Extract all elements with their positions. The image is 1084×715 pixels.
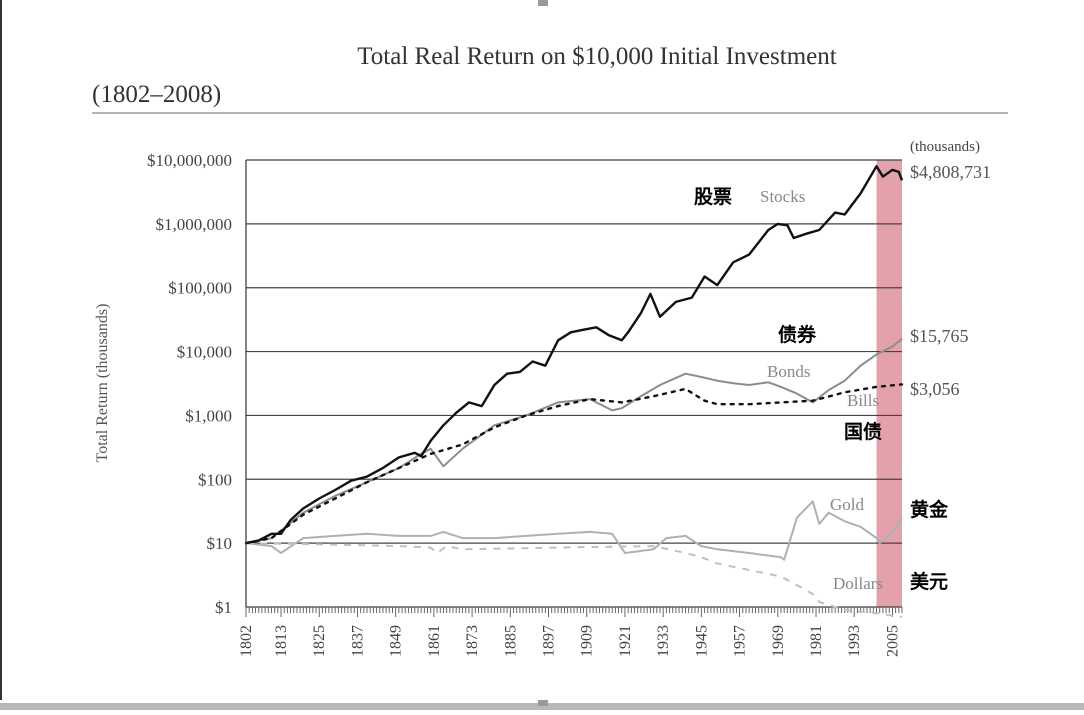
- x-tick-label: 1873: [464, 625, 481, 657]
- series-labels: 股票 Stocks 债券 Bonds Bills 国债 Gold 黄金 Doll…: [694, 186, 949, 593]
- y-tick-label: $10,000,000: [147, 151, 232, 170]
- y-tick-label: $1: [215, 598, 232, 617]
- bills-label-cn: 国债: [844, 420, 882, 443]
- bills-label: Bills: [847, 391, 879, 410]
- end-value-labels: $4,808,731 $15,765 $3,056: [910, 162, 991, 399]
- y-tick-label: $100: [198, 470, 232, 489]
- y-tick-labels: $1 $10 $100 $1,000 $10,000 $100,000 $1,000,000…: [147, 151, 232, 617]
- stocks-label-cn: 股票: [694, 186, 732, 208]
- dollars-label: Dollars: [833, 574, 883, 593]
- bottom-border: [0, 703, 1084, 710]
- bills-end-value: $3,056: [910, 379, 960, 399]
- x-tick-label: 1802: [238, 625, 255, 657]
- y-tick-label: $10: [207, 534, 233, 553]
- stocks-label: Stocks: [760, 187, 805, 206]
- x-tick-label: 1993: [846, 625, 863, 657]
- stocks-line: [245, 164, 904, 545]
- gridlines: [246, 159, 902, 608]
- chart-title: Total Real Return on $10,000 Initial Inv…: [357, 43, 836, 70]
- dollars-line: [245, 542, 903, 618]
- y-axis-label: Total Return (thousands): [94, 304, 111, 463]
- top-resize-handle[interactable]: [538, 0, 548, 6]
- x-tick-label: 1897: [541, 625, 558, 657]
- y-tick-label: $10,000: [177, 343, 232, 362]
- left-border: [0, 0, 2, 700]
- x-tick-label: 1885: [502, 625, 519, 657]
- x-tick-label: 1933: [655, 625, 672, 657]
- y-tick-label: $1,000,000: [156, 215, 233, 234]
- recent-period-highlight: [876, 160, 902, 607]
- y-tick-label: $100,000: [168, 279, 232, 298]
- x-tick-label: 1825: [311, 625, 328, 657]
- x-tick-label: 1981: [808, 625, 825, 657]
- y-unit-note: (thousands): [910, 139, 980, 155]
- x-tick-label: 1861: [426, 625, 443, 657]
- x-tick-label: 1849: [388, 625, 405, 657]
- x-tick-label: 1837: [349, 625, 366, 657]
- series-lines: [244, 164, 904, 618]
- x-tick-label: 1945: [693, 625, 710, 657]
- x-tick-label: 1957: [732, 625, 749, 657]
- x-tick-label: 2005: [884, 625, 901, 657]
- gold-label: Gold: [830, 495, 865, 514]
- bills-line: [244, 383, 904, 545]
- gold-label-cn: 黄金: [910, 498, 949, 521]
- stocks-end-value: $4,808,731: [910, 162, 991, 182]
- x-tick-label: 1921: [617, 625, 634, 657]
- x-tick-label: 1969: [770, 625, 787, 657]
- x-axis-ticks: 1802 1813 1825 1837 1849 1861 1873 1885 1897 1909…: [238, 607, 903, 657]
- y-tick-label: $1,000: [185, 406, 232, 425]
- bonds-label-cn: 债券: [778, 323, 817, 346]
- bonds-line: [245, 338, 903, 545]
- x-tick-label: 1813: [273, 625, 290, 657]
- gold-line: [245, 500, 903, 561]
- bonds-label: Bonds: [767, 362, 810, 381]
- bonds-end-value: $15,765: [910, 326, 969, 346]
- bottom-resize-handle[interactable]: [538, 700, 548, 706]
- x-tick-label: 1909: [579, 625, 596, 657]
- dollars-label-cn: 美元: [910, 570, 948, 593]
- chart-subtitle: (1802–2008): [92, 81, 221, 108]
